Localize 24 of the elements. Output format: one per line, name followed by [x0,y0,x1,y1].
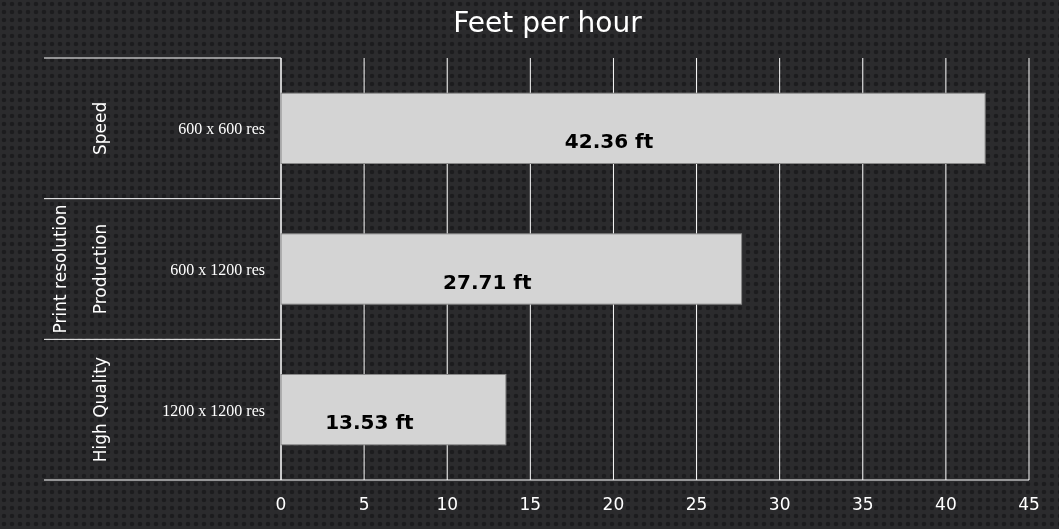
x-tick-label: 15 [519,494,542,514]
bar [280,374,507,446]
data-label: 13.53 ft [325,410,415,435]
data-label: 27.71 ft [443,269,532,294]
y-tick-label: 1200 x 1200 res [162,401,265,419]
x-tick-label: 45 [1018,494,1040,514]
text: Production [90,223,110,315]
y-tick-label: 600 x 600 res [178,120,265,138]
text: High Quality [90,357,110,463]
x-tick-label: 30 [768,494,791,514]
chart-title: Feet per hour [453,6,643,39]
bar [280,233,743,305]
x-tick-label: 10 [436,494,459,514]
x-tick-label: 35 [851,494,874,514]
y-tick-label: 600 x 1200 res [170,261,265,278]
bar [280,92,986,164]
data-label: 42.36 ft [564,129,654,154]
x-tick-label: 20 [602,494,625,514]
x-tick-label: 0 [275,494,287,514]
text: Speed [90,101,110,155]
x-tick-label: 25 [685,494,708,514]
text: Print resolution [50,204,70,334]
x-tick-label: 40 [935,494,957,514]
x-tick-label: 5 [358,494,370,514]
